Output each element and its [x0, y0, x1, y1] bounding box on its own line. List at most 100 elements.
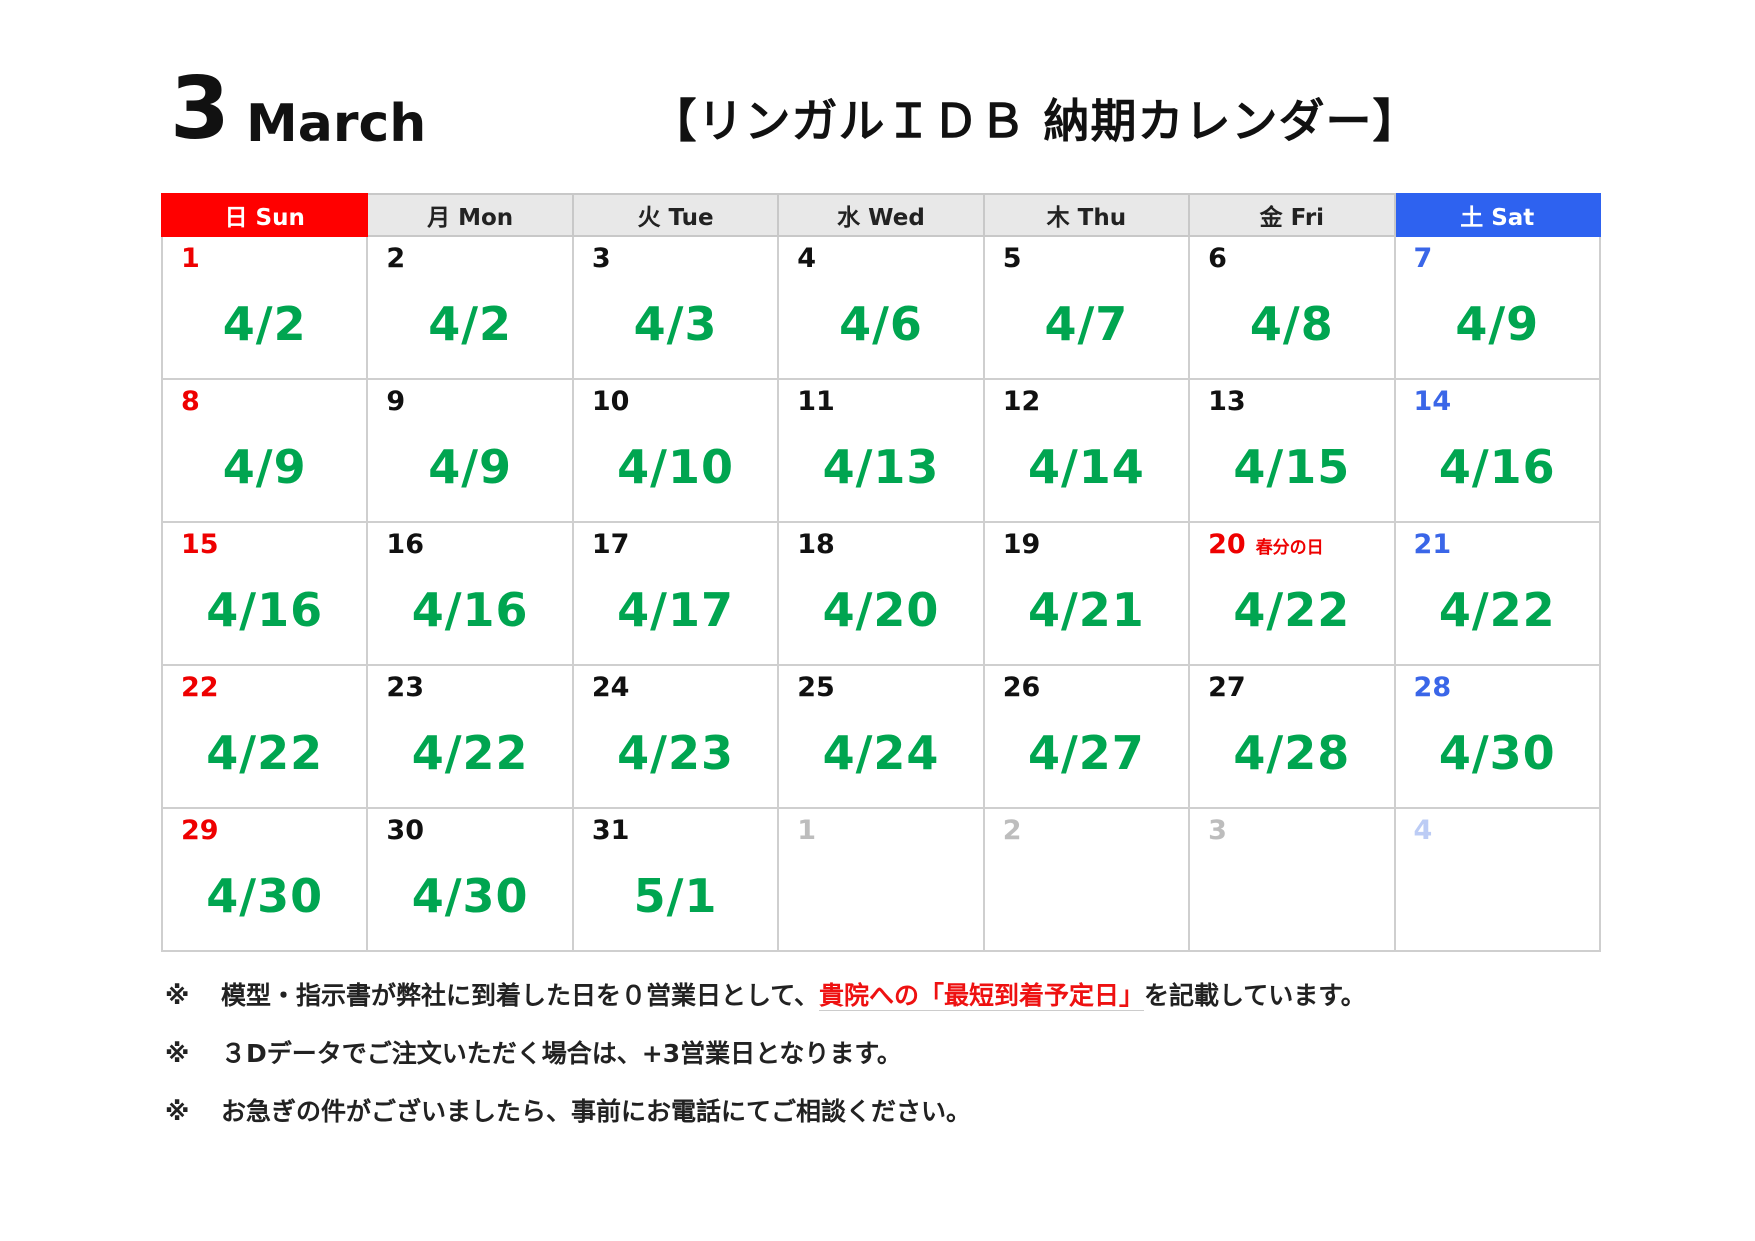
day-number-text: 9	[386, 386, 406, 417]
day-number-text: 16	[386, 529, 424, 560]
day-number: 22	[181, 672, 219, 704]
day-number-text: 2	[386, 243, 406, 274]
day-number-text: 26	[1002, 672, 1041, 703]
note-text: お急ぎの件がございましたら、事前にお電話にてご相談ください。	[221, 1097, 972, 1126]
note-text: ３Dデータでご注文いただく場合は、+3営業日となります。	[221, 1039, 902, 1068]
day-cell: 14 4/16	[1393, 378, 1602, 523]
note-line: ※ 模型・指示書が弊社に到着した日を０営業日として、貴院への「最短到着予定日」を記…	[165, 976, 1366, 1034]
day-cell: 20 春分の日 4/22	[1188, 521, 1396, 666]
day-number: 8	[181, 386, 200, 418]
day-cell: 17 4/17	[571, 521, 780, 666]
day-cell: 13 4/15	[1188, 378, 1396, 523]
day-cell: 7 4/9	[1393, 235, 1602, 380]
day-number: 1	[797, 815, 816, 847]
delivery-date: 4/16	[411, 583, 529, 637]
day-number-text: 19	[1002, 529, 1041, 560]
day-number-text: 24	[591, 672, 630, 703]
day-cell: 2	[982, 807, 1191, 952]
day-number: 19	[1003, 529, 1041, 561]
day-number-text: 3	[591, 243, 611, 274]
day-number: 20 春分の日	[1208, 529, 1324, 561]
day-number-text: 27	[1208, 672, 1246, 703]
day-number: 26	[1003, 672, 1041, 704]
day-cell: 30 4/30	[366, 807, 574, 952]
page-title: 【リンガルＩＤＢ 納期カレンダー】	[650, 94, 1420, 148]
day-cell: 23 4/22	[366, 664, 574, 809]
day-cell: 24 4/23	[571, 664, 780, 809]
day-cell: 22 4/22	[160, 664, 369, 809]
day-cell: 11 4/13	[777, 378, 985, 523]
day-cell: 10 4/10	[571, 378, 780, 523]
day-number: 4	[1414, 815, 1433, 847]
day-cell: 12 4/14	[982, 378, 1191, 523]
week-row: 1 4/2 2 4/2 3 4/3 4 4/6 5 4/7 6 4/8 7 4/9	[160, 235, 1602, 380]
month-name: March	[246, 94, 427, 154]
day-number-text: 17	[591, 529, 630, 560]
day-cell: 5 4/7	[982, 235, 1191, 380]
week-row: 29 4/30 30 4/30 31 5/1 1 2 3 4	[160, 807, 1602, 952]
delivery-date: 4/20	[822, 583, 940, 637]
day-number: 30	[386, 815, 424, 847]
day-number: 13	[1208, 386, 1246, 418]
day-number-text: 1	[797, 815, 817, 846]
delivery-date: 4/14	[1027, 440, 1145, 494]
delivery-date: 4/16	[206, 583, 324, 637]
day-number: 10	[592, 386, 630, 418]
delivery-date: 4/30	[206, 869, 324, 923]
weekday-header: 水 Wed	[777, 193, 985, 237]
day-number-text: 13	[1208, 386, 1246, 417]
day-cell: 4	[1393, 807, 1602, 952]
day-number: 7	[1414, 243, 1433, 275]
day-number: 25	[797, 672, 835, 704]
delivery-date: 4/7	[1044, 297, 1129, 351]
day-number: 3	[592, 243, 611, 275]
note-mark: ※	[165, 1039, 190, 1068]
day-cell: 21 4/22	[1393, 521, 1602, 666]
day-cell: 25 4/24	[777, 664, 985, 809]
delivery-date: 4/22	[206, 726, 324, 780]
delivery-date: 4/15	[1233, 440, 1351, 494]
delivery-date: 4/16	[1438, 440, 1556, 494]
delivery-date: 4/27	[1027, 726, 1145, 780]
day-cell: 19 4/21	[982, 521, 1191, 666]
day-number: 4	[797, 243, 816, 275]
note-line: ※ お急ぎの件がございましたら、事前にお電話にてご相談ください。	[165, 1092, 1366, 1150]
day-cell: 29 4/30	[160, 807, 369, 952]
day-number: 6	[1208, 243, 1227, 275]
delivery-date: 4/9	[1455, 297, 1540, 351]
day-cell: 18 4/20	[777, 521, 985, 666]
notes: ※ 模型・指示書が弊社に到着した日を０営業日として、貴院への「最短到着予定日」を記…	[165, 976, 1366, 1150]
delivery-date: 4/9	[222, 440, 307, 494]
day-cell: 2 4/2	[366, 235, 574, 380]
delivery-date: 4/3	[633, 297, 718, 351]
day-number: 29	[181, 815, 219, 847]
day-number: 14	[1414, 386, 1452, 418]
delivery-date: 4/2	[428, 297, 513, 351]
note-text: 模型・指示書が弊社に到着した日を０営業日として、	[221, 981, 820, 1010]
day-number-text: 2	[1002, 815, 1022, 846]
day-cell: 28 4/30	[1393, 664, 1602, 809]
delivery-date: 4/24	[822, 726, 940, 780]
day-number: 9	[386, 386, 405, 418]
day-number-text: 1	[181, 243, 200, 274]
calendar-grid: 日 Sun 月 Mon 火 Tue 水 Wed 木 Thu 金 Fri 土 Sat 1 4/2…	[160, 193, 1602, 952]
delivery-date: 4/6	[839, 297, 923, 351]
week-row: 22 4/22 23 4/22 24 4/23 25 4/24 26 4/27 27 4/28 28 4/…	[160, 664, 1602, 809]
day-cell: 3 4/3	[571, 235, 780, 380]
delivery-date: 4/30	[1438, 726, 1556, 780]
delivery-date: 4/17	[617, 583, 734, 637]
day-cell: 26 4/27	[982, 664, 1191, 809]
day-cell: 6 4/8	[1188, 235, 1396, 380]
day-number: 3	[1208, 815, 1227, 847]
day-number-text: 21	[1413, 529, 1452, 560]
delivery-date: 4/21	[1027, 583, 1145, 637]
day-cell: 9 4/9	[366, 378, 574, 523]
day-number: 5	[1003, 243, 1022, 275]
day-number-text: 4	[797, 243, 817, 274]
day-number-text: 12	[1002, 386, 1041, 417]
delivery-date: 4/22	[411, 726, 529, 780]
day-number-text: 5	[1002, 243, 1022, 274]
day-number-text: 7	[1413, 243, 1433, 274]
day-number-text: 22	[181, 672, 219, 703]
day-cell: 16 4/16	[366, 521, 574, 666]
